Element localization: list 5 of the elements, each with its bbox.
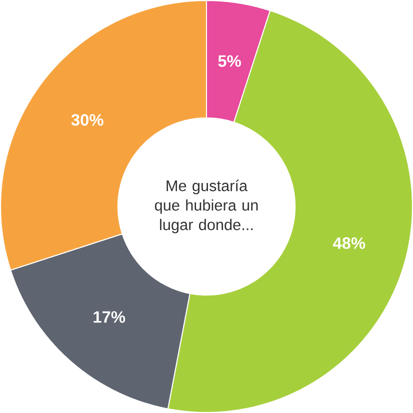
data-label: 48% bbox=[332, 237, 366, 249]
data-label: 30% bbox=[71, 114, 104, 126]
text: Me gustaría que hubiera un lugar donde... bbox=[154, 180, 258, 234]
data-label: 5% bbox=[218, 55, 241, 67]
data-label: 17% bbox=[94, 311, 126, 323]
